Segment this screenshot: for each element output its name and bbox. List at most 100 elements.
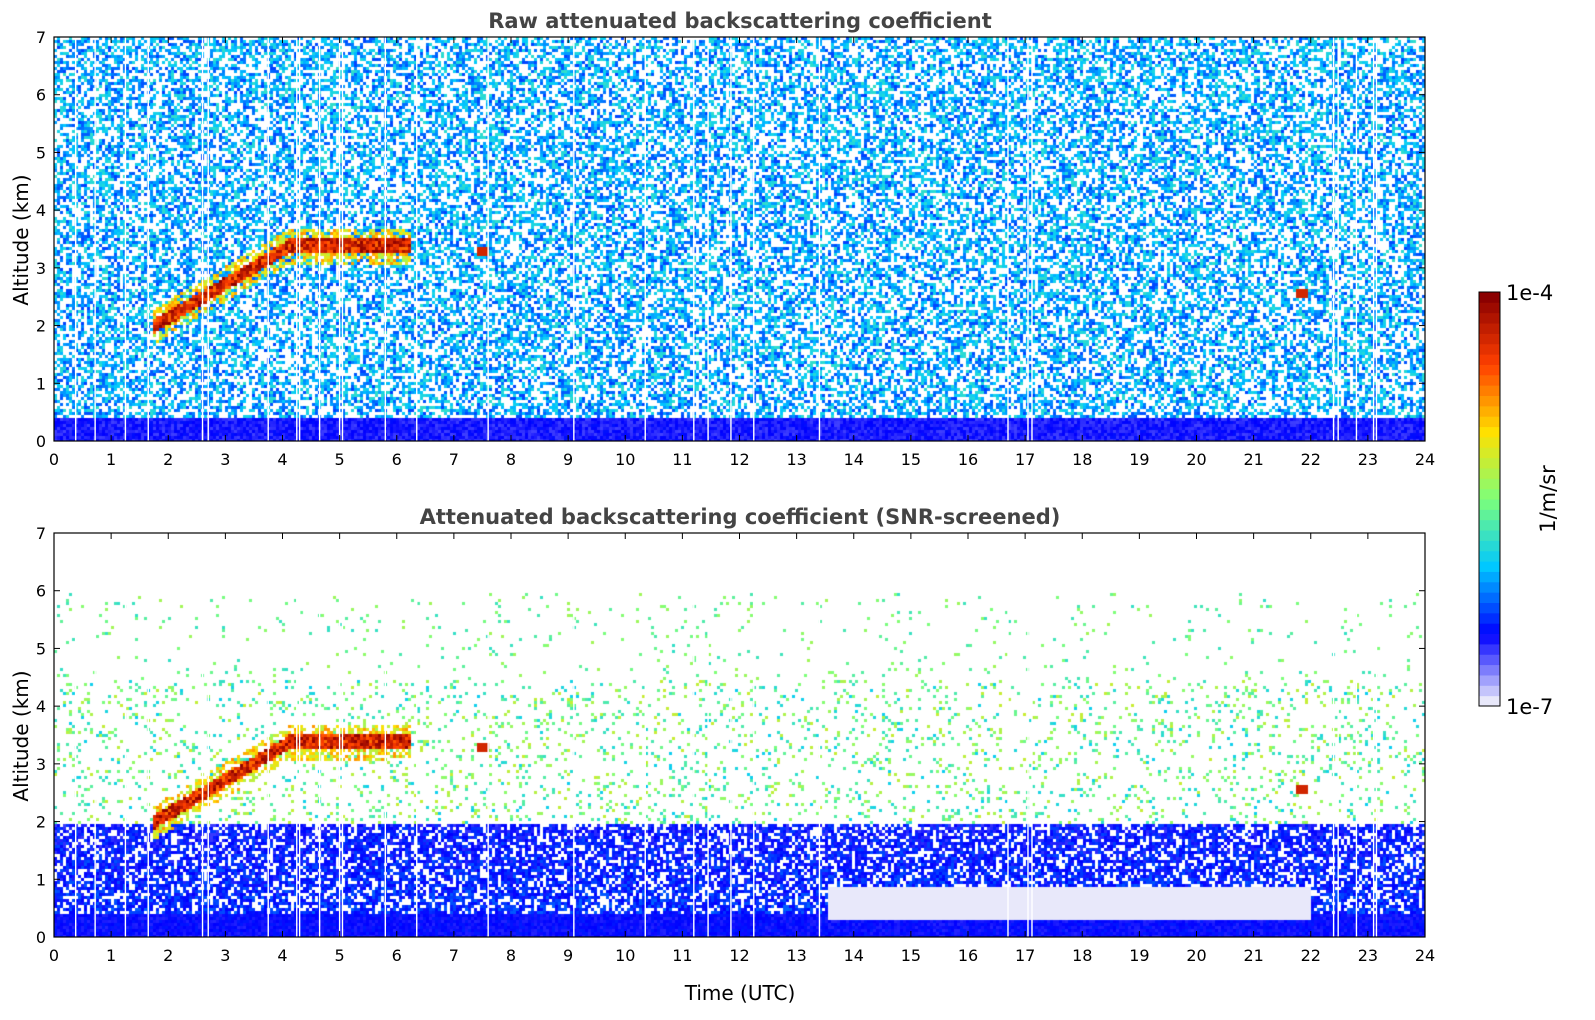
colorbar-band bbox=[1479, 374, 1500, 386]
y-axis: 0 1 2 3 4 5 6 7 bbox=[36, 28, 1425, 451]
colorbar-band bbox=[1479, 354, 1500, 365]
raw-backscatter-panel: Raw attenuated backscattering coefficien… bbox=[9, 9, 1435, 469]
colorbar-band bbox=[1479, 395, 1500, 407]
y-tick-label: 2 bbox=[36, 317, 46, 336]
colorbar-unit-label: 1/m/sr bbox=[1536, 465, 1560, 533]
x-tick-label: 23 bbox=[1358, 946, 1378, 965]
y-tick-label: 6 bbox=[36, 582, 46, 601]
colorbar-min-label: 1e-7 bbox=[1506, 695, 1553, 719]
colorbar-band bbox=[1479, 612, 1500, 624]
x-tick-label: 24 bbox=[1415, 946, 1435, 965]
backscatter-heatmap bbox=[54, 37, 1425, 441]
x-tick-label: 8 bbox=[506, 450, 516, 469]
y-tick-label: 2 bbox=[36, 813, 46, 832]
colorbar-band bbox=[1479, 695, 1500, 707]
x-tick-label: 9 bbox=[563, 946, 573, 965]
colorbar-band bbox=[1479, 540, 1500, 552]
x-tick-label: 3 bbox=[220, 946, 230, 965]
x-tick-label: 2 bbox=[163, 450, 173, 469]
x-tick-label: 23 bbox=[1358, 450, 1378, 469]
colorbar-band bbox=[1479, 550, 1500, 562]
y-tick-label: 4 bbox=[36, 697, 46, 716]
colorbar-band bbox=[1479, 571, 1500, 583]
data-gaps bbox=[75, 37, 1378, 441]
x-tick-label: 11 bbox=[672, 450, 692, 469]
x-tick-label: 20 bbox=[1186, 450, 1206, 469]
x-tick-label: 6 bbox=[392, 946, 402, 965]
x-tick-label: 5 bbox=[335, 946, 345, 965]
x-tick-label: 7 bbox=[449, 450, 459, 469]
x-tick-label: 12 bbox=[729, 450, 749, 469]
colorbar-band bbox=[1479, 302, 1500, 314]
x-tick-label: 0 bbox=[49, 450, 59, 469]
x-tick-label: 3 bbox=[220, 450, 230, 469]
colorbar-band bbox=[1479, 447, 1500, 459]
x-tick-label: 19 bbox=[1129, 946, 1149, 965]
x-tick-label: 9 bbox=[563, 450, 573, 469]
x-tick-label: 18 bbox=[1072, 946, 1092, 965]
colorbar-band bbox=[1479, 333, 1500, 345]
y-axis-label: Altitude (km) bbox=[9, 670, 33, 801]
y-axis: 0 1 2 3 4 5 6 7 bbox=[36, 524, 1425, 947]
x-tick-label: 4 bbox=[277, 450, 287, 469]
x-tick-label: 14 bbox=[844, 450, 864, 469]
y-tick-label: 5 bbox=[36, 143, 46, 162]
x-tick-label: 21 bbox=[1243, 450, 1263, 469]
heatmap-image bbox=[54, 37, 1425, 441]
x-tick-label: 15 bbox=[901, 450, 921, 469]
x-tick-label: 2 bbox=[163, 946, 173, 965]
colorbar-band bbox=[1479, 292, 1500, 303]
y-tick-label: 7 bbox=[36, 28, 46, 47]
y-tick-label: 4 bbox=[36, 201, 46, 220]
colorbar-band bbox=[1479, 509, 1500, 521]
x-tick-label: 22 bbox=[1301, 450, 1321, 469]
y-tick-label: 1 bbox=[36, 374, 46, 393]
colorbar-band bbox=[1479, 467, 1500, 479]
x-tick-label: 14 bbox=[844, 946, 864, 965]
colorbar: 1e-4 1e-7 1/m/sr bbox=[1478, 281, 1560, 719]
colorbar-bands bbox=[1478, 291, 1501, 707]
colorbar-band bbox=[1479, 592, 1500, 603]
x-tick-label: 6 bbox=[392, 450, 402, 469]
colorbar-band bbox=[1479, 643, 1500, 655]
colorbar-band bbox=[1479, 405, 1500, 417]
colorbar-band bbox=[1479, 436, 1500, 448]
x-tick-label: 11 bbox=[672, 946, 692, 965]
y-tick-label: 3 bbox=[36, 755, 46, 774]
x-tick-label: 24 bbox=[1415, 450, 1435, 469]
colorbar-band bbox=[1479, 457, 1500, 469]
colorbar-band bbox=[1479, 530, 1500, 541]
colorbar-band bbox=[1479, 343, 1500, 355]
colorbar-band bbox=[1479, 602, 1500, 614]
colorbar-max-label: 1e-4 bbox=[1506, 281, 1553, 305]
x-tick-label: 21 bbox=[1243, 946, 1263, 965]
colorbar-band bbox=[1479, 519, 1500, 531]
y-axis-label: Altitude (km) bbox=[9, 174, 33, 305]
colorbar-band bbox=[1479, 561, 1500, 572]
colorbar-band bbox=[1479, 674, 1500, 686]
x-tick-label: 7 bbox=[449, 946, 459, 965]
colorbar-band bbox=[1479, 581, 1500, 593]
x-tick-label: 4 bbox=[277, 946, 287, 965]
y-tick-label: 7 bbox=[36, 524, 46, 543]
x-tick-label: 17 bbox=[1015, 946, 1035, 965]
data-gaps bbox=[75, 533, 1378, 937]
x-tick-label: 22 bbox=[1301, 946, 1321, 965]
x-tick-label: 16 bbox=[958, 946, 978, 965]
x-axis: 0 1 2 3 4 5 6 7 8 9 10 11 12 13 14 15 16 17 18 19 20 21 22 23 24 bbox=[49, 533, 1435, 965]
x-axis: 0 1 2 3 4 5 6 7 8 9 10 11 12 13 14 15 16 17 18 19 20 21 22 23 24 bbox=[49, 37, 1435, 469]
x-tick-label: 17 bbox=[1015, 450, 1035, 469]
colorbar-band bbox=[1479, 685, 1500, 697]
y-tick-label: 1 bbox=[36, 870, 46, 889]
colorbar-band bbox=[1479, 364, 1500, 376]
snr-screened-backscatter-panel: Attenuated backscattering coefficient (S… bbox=[9, 505, 1435, 1005]
colorbar-band bbox=[1479, 633, 1500, 645]
x-tick-label: 15 bbox=[901, 946, 921, 965]
y-tick-label: 0 bbox=[36, 432, 46, 451]
x-tick-label: 5 bbox=[335, 450, 345, 469]
x-axis-label: Time (UTC) bbox=[684, 981, 796, 1005]
colorbar-band bbox=[1479, 385, 1500, 396]
colorbar-band bbox=[1479, 478, 1500, 490]
x-tick-label: 16 bbox=[958, 450, 978, 469]
